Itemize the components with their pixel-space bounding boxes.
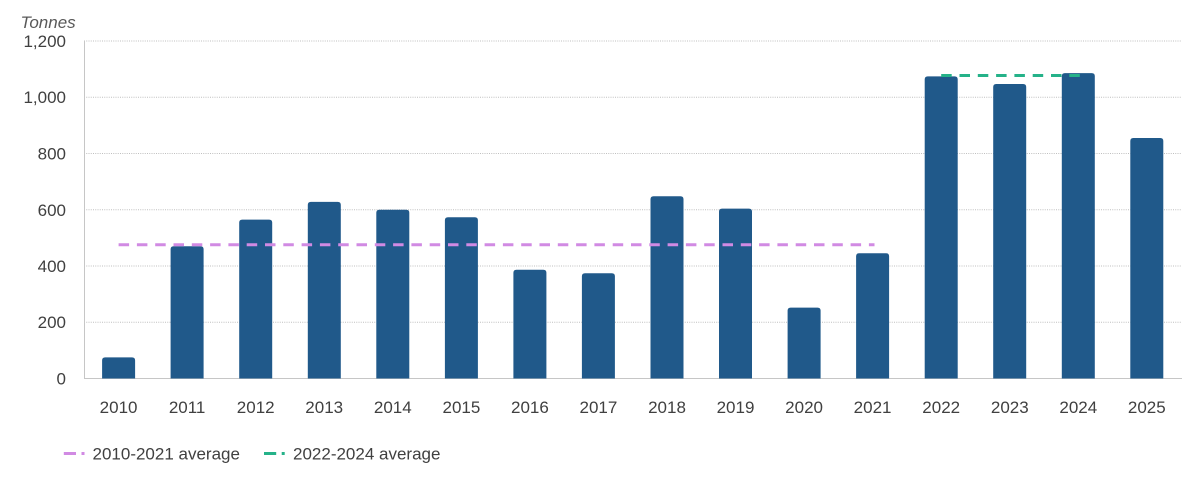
svg-text:2024: 2024 — [1059, 398, 1097, 417]
svg-text:2022-2024 average: 2022-2024 average — [293, 445, 440, 464]
svg-text:2020: 2020 — [785, 398, 823, 417]
svg-text:1,000: 1,000 — [23, 88, 66, 107]
svg-text:2021: 2021 — [854, 398, 892, 417]
svg-text:800: 800 — [38, 145, 66, 164]
svg-text:600: 600 — [38, 201, 66, 220]
svg-text:400: 400 — [38, 257, 66, 276]
svg-text:2015: 2015 — [442, 398, 480, 417]
svg-text:2013: 2013 — [305, 398, 343, 417]
svg-text:200: 200 — [38, 313, 66, 332]
svg-text:0: 0 — [57, 370, 66, 389]
svg-text:2018: 2018 — [648, 398, 686, 417]
svg-text:2010-2021 average: 2010-2021 average — [93, 445, 240, 464]
svg-text:2016: 2016 — [511, 398, 549, 417]
svg-text:2022: 2022 — [922, 398, 960, 417]
svg-text:2023: 2023 — [991, 398, 1029, 417]
svg-text:2014: 2014 — [374, 398, 412, 417]
svg-text:2012: 2012 — [237, 398, 275, 417]
svg-text:2025: 2025 — [1128, 398, 1166, 417]
svg-text:1,200: 1,200 — [23, 32, 66, 51]
svg-text:2010: 2010 — [100, 398, 138, 417]
svg-text:2011: 2011 — [169, 398, 206, 417]
svg-text:Tonnes: Tonnes — [21, 13, 77, 32]
svg-text:2019: 2019 — [717, 398, 755, 417]
svg-text:2017: 2017 — [579, 398, 617, 417]
